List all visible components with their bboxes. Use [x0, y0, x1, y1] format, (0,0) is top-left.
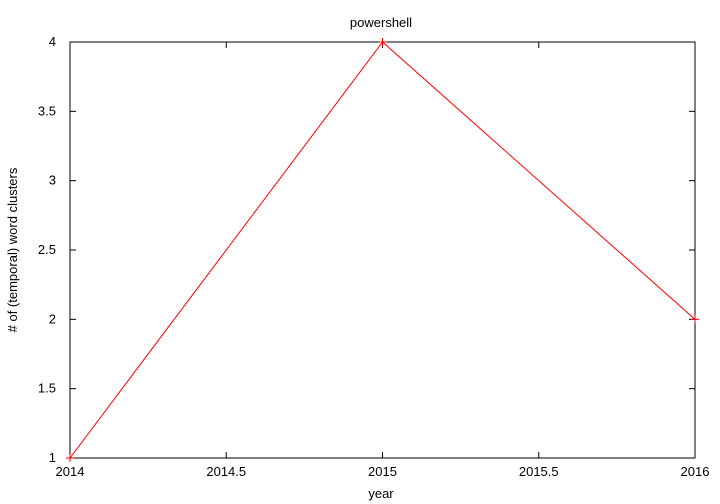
- plot-frame: [69, 41, 696, 459]
- plot-area: [69, 41, 696, 459]
- x-tick-label: 2016: [681, 464, 710, 479]
- x-tick-label: 2015.5: [519, 464, 559, 479]
- y-tick-label: 2.5: [38, 242, 56, 257]
- y-tick-label: 1: [49, 450, 56, 465]
- x-tick-label: 2015: [368, 464, 397, 479]
- y-tick-label: 3.5: [38, 103, 56, 118]
- y-tick-label: 1.5: [38, 381, 56, 396]
- y-axis-ticks: 1 1.5 2 2.5 3 3.5 4: [38, 34, 695, 465]
- series-line: [69, 41, 696, 459]
- series-layer: [66, 38, 699, 462]
- y-axis-label: # of (temporal) word clusters: [5, 167, 20, 332]
- data-point: [691, 315, 699, 324]
- chart-title: powershell: [350, 15, 412, 30]
- data-point: [66, 454, 74, 462]
- y-tick-label: 4: [49, 34, 56, 49]
- y-tick-label: 3: [49, 173, 56, 188]
- y-tick-label: 2: [49, 311, 56, 326]
- data-point: [378, 38, 387, 46]
- x-tick-label: 2014.5: [206, 464, 246, 479]
- x-tick-label: 2014: [56, 464, 85, 479]
- x-axis-label: year: [368, 486, 394, 501]
- x-axis-ticks: 2014 2014.5 2015 2015.5 2016: [56, 42, 710, 479]
